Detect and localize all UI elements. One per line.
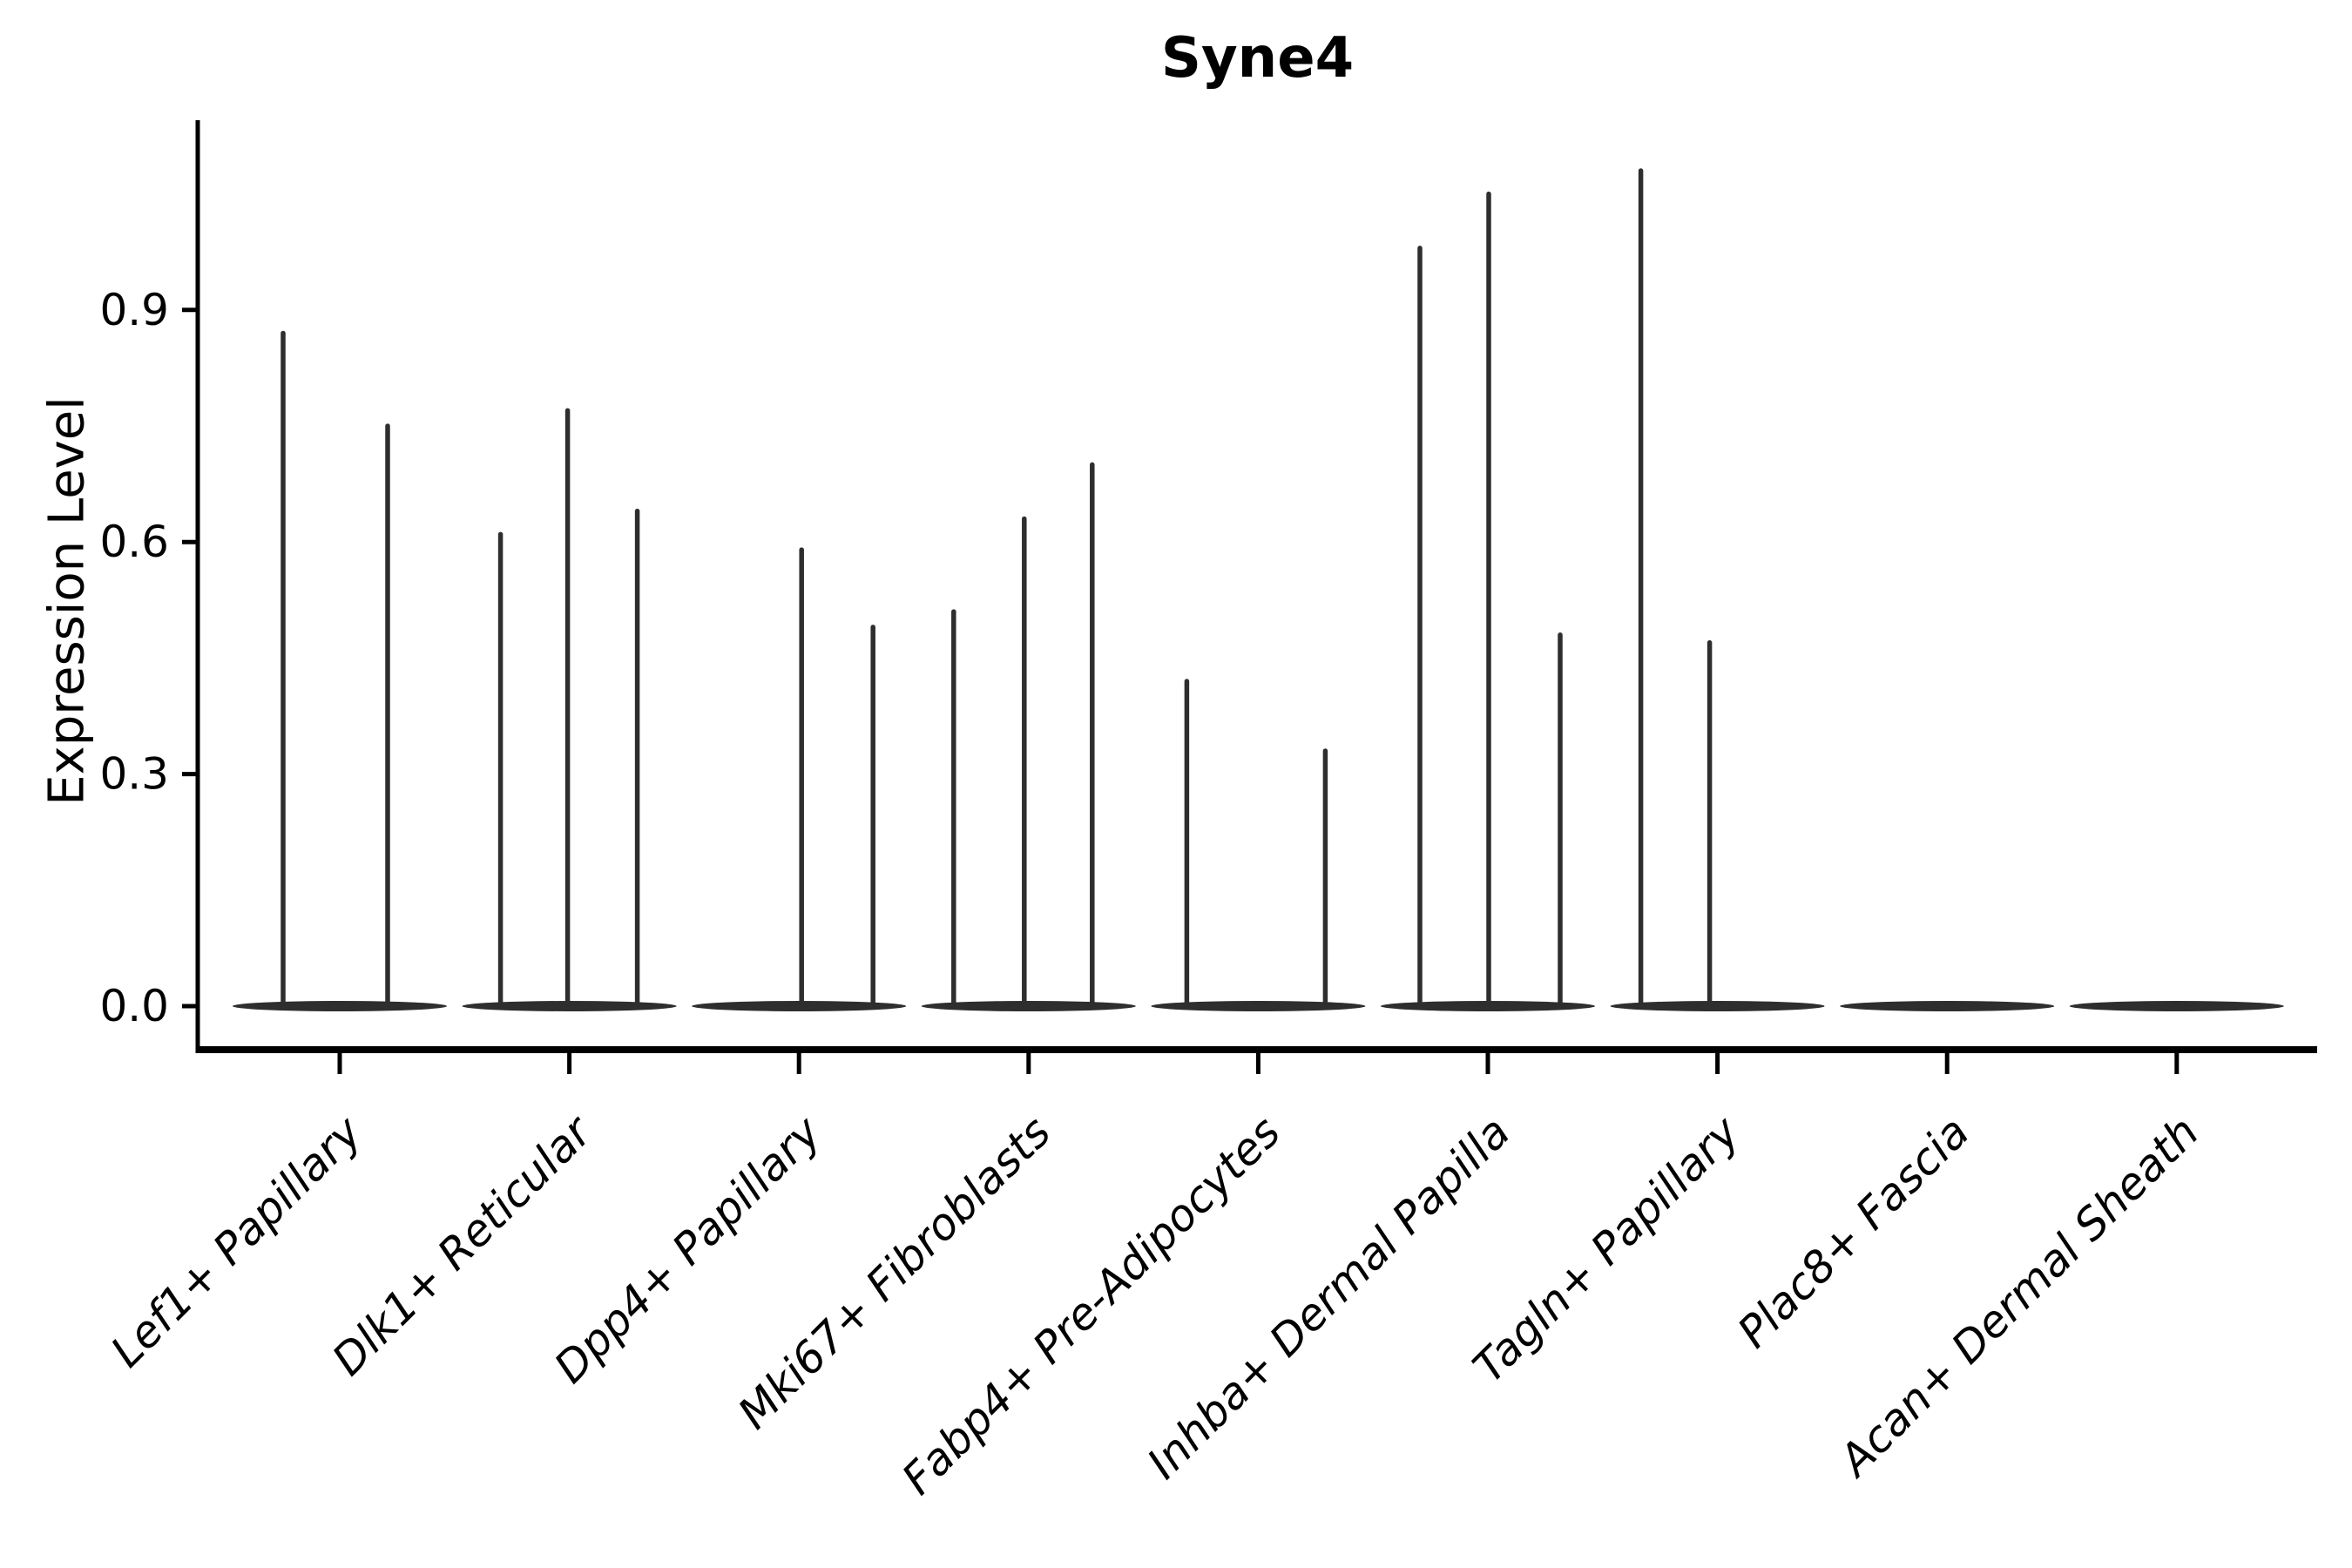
- y-tick-label: 0.3: [99, 749, 169, 800]
- x-tick-label: Lef1+ Papillary: [101, 1105, 372, 1376]
- violin-body: [692, 1001, 907, 1011]
- x-tick-label: Fabp4+ Pre-Adipocytes: [892, 1106, 1290, 1504]
- y-tick-label: 0.0: [99, 981, 169, 1031]
- violin-body: [462, 1001, 677, 1011]
- x-tick-label: Inhba+ Dermal Papilla: [1138, 1106, 1519, 1488]
- violin-body: [1610, 1001, 1825, 1011]
- violin-body: [1840, 1001, 2055, 1011]
- y-tick-label: 0.9: [99, 285, 169, 335]
- y-tick-label: 0.6: [99, 517, 169, 567]
- x-tick-label: Plac8+ Fascia: [1728, 1106, 1979, 1357]
- violin-body: [1381, 1001, 1595, 1011]
- chart-title: Syne4: [1160, 26, 1355, 91]
- violin-body: [233, 1001, 447, 1011]
- violin-body: [2069, 1001, 2284, 1011]
- violin-body: [1151, 1001, 1366, 1011]
- violin-body: [921, 1001, 1136, 1011]
